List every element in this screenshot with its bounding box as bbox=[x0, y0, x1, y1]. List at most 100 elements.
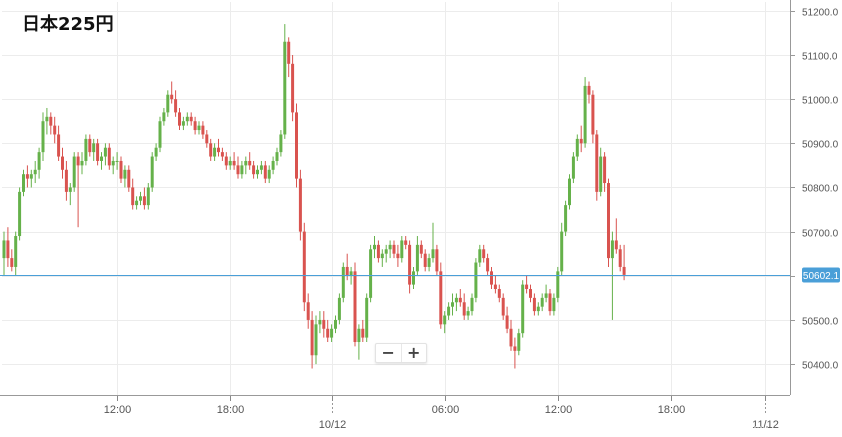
candle[interactable] bbox=[142, 196, 146, 206]
candle[interactable] bbox=[474, 262, 478, 298]
candle[interactable] bbox=[181, 121, 185, 126]
candle[interactable] bbox=[622, 266, 626, 275]
candle[interactable] bbox=[560, 231, 564, 272]
candle[interactable] bbox=[361, 328, 365, 338]
candle[interactable] bbox=[131, 187, 135, 206]
candle[interactable] bbox=[170, 94, 174, 100]
candle[interactable] bbox=[139, 196, 142, 201]
candle[interactable] bbox=[423, 253, 427, 267]
candle[interactable] bbox=[470, 297, 474, 312]
candle[interactable] bbox=[29, 174, 33, 179]
candle[interactable] bbox=[201, 125, 205, 135]
candle[interactable] bbox=[220, 152, 224, 157]
candle[interactable] bbox=[330, 328, 334, 338]
candle[interactable] bbox=[493, 284, 497, 290]
candle[interactable] bbox=[447, 306, 451, 316]
candle[interactable] bbox=[548, 293, 552, 312]
candle[interactable] bbox=[298, 178, 302, 232]
candle[interactable] bbox=[337, 297, 341, 320]
candle[interactable] bbox=[575, 138, 579, 157]
candle[interactable] bbox=[279, 134, 283, 153]
candle[interactable] bbox=[224, 156, 228, 166]
candle[interactable] bbox=[154, 147, 158, 157]
candle[interactable] bbox=[158, 121, 162, 148]
candle[interactable] bbox=[419, 244, 423, 254]
candle[interactable] bbox=[240, 165, 244, 175]
candle[interactable] bbox=[435, 249, 439, 272]
candle[interactable] bbox=[197, 125, 201, 131]
candle[interactable] bbox=[427, 258, 431, 267]
candle[interactable] bbox=[127, 169, 131, 188]
candle[interactable] bbox=[603, 156, 607, 184]
candle[interactable] bbox=[591, 94, 595, 135]
candle[interactable] bbox=[431, 249, 435, 259]
candle[interactable] bbox=[135, 200, 139, 206]
candle[interactable] bbox=[49, 116, 53, 126]
candle[interactable] bbox=[150, 156, 154, 188]
candle[interactable] bbox=[587, 85, 591, 95]
candle[interactable] bbox=[178, 112, 181, 126]
candle[interactable] bbox=[478, 249, 482, 263]
candle[interactable] bbox=[100, 156, 103, 161]
candle[interactable] bbox=[610, 240, 614, 259]
candle[interactable] bbox=[509, 328, 513, 347]
candle[interactable] bbox=[6, 240, 10, 259]
candle[interactable] bbox=[236, 165, 240, 175]
candle[interactable] bbox=[228, 160, 232, 166]
candle[interactable] bbox=[37, 152, 41, 170]
candle[interactable] bbox=[76, 156, 80, 166]
candle[interactable] bbox=[517, 333, 521, 351]
candle[interactable] bbox=[302, 231, 306, 303]
candle[interactable] bbox=[123, 169, 127, 179]
candle[interactable] bbox=[244, 160, 248, 166]
candle[interactable] bbox=[314, 324, 318, 356]
candle[interactable] bbox=[92, 143, 96, 153]
candle[interactable] bbox=[318, 319, 322, 325]
candle[interactable] bbox=[349, 271, 353, 276]
candle[interactable] bbox=[310, 319, 314, 356]
candle[interactable] bbox=[271, 160, 275, 170]
candle[interactable] bbox=[119, 160, 123, 179]
candle[interactable] bbox=[618, 249, 622, 267]
candle[interactable] bbox=[365, 297, 369, 338]
candle[interactable] bbox=[193, 121, 197, 131]
candle[interactable] bbox=[408, 244, 412, 285]
candle[interactable] bbox=[322, 319, 326, 329]
candle[interactable] bbox=[404, 240, 408, 245]
candle[interactable] bbox=[532, 297, 536, 312]
candle[interactable] bbox=[2, 240, 6, 259]
candle[interactable] bbox=[579, 138, 583, 144]
candle[interactable] bbox=[232, 160, 236, 166]
candle[interactable] bbox=[595, 134, 599, 192]
candle[interactable] bbox=[521, 284, 525, 334]
candle[interactable] bbox=[353, 271, 357, 343]
candle[interactable] bbox=[458, 297, 462, 303]
candle[interactable] bbox=[263, 165, 267, 179]
candle[interactable] bbox=[525, 284, 529, 290]
candle[interactable] bbox=[454, 297, 458, 303]
zoom-in-button[interactable]: + bbox=[400, 344, 427, 362]
candle[interactable] bbox=[53, 125, 57, 135]
candle[interactable] bbox=[415, 244, 419, 272]
candle[interactable] bbox=[400, 240, 404, 259]
candle[interactable] bbox=[439, 271, 443, 325]
candle[interactable] bbox=[443, 315, 447, 325]
candle[interactable] bbox=[80, 160, 84, 166]
candle[interactable] bbox=[607, 183, 610, 259]
candle[interactable] bbox=[529, 289, 532, 298]
candle[interactable] bbox=[259, 165, 263, 170]
candle[interactable] bbox=[614, 240, 618, 250]
candle[interactable] bbox=[568, 178, 571, 206]
candle[interactable] bbox=[41, 121, 45, 153]
candle[interactable] bbox=[295, 112, 298, 179]
candle[interactable] bbox=[248, 160, 252, 166]
candle[interactable] bbox=[88, 138, 92, 153]
candle[interactable] bbox=[334, 319, 337, 329]
candle[interactable] bbox=[552, 297, 556, 312]
candle[interactable] bbox=[357, 328, 361, 343]
candle[interactable] bbox=[68, 187, 72, 192]
candle[interactable] bbox=[599, 156, 603, 192]
candle[interactable] bbox=[556, 271, 560, 298]
candle[interactable] bbox=[482, 249, 486, 259]
candle[interactable] bbox=[267, 169, 271, 179]
